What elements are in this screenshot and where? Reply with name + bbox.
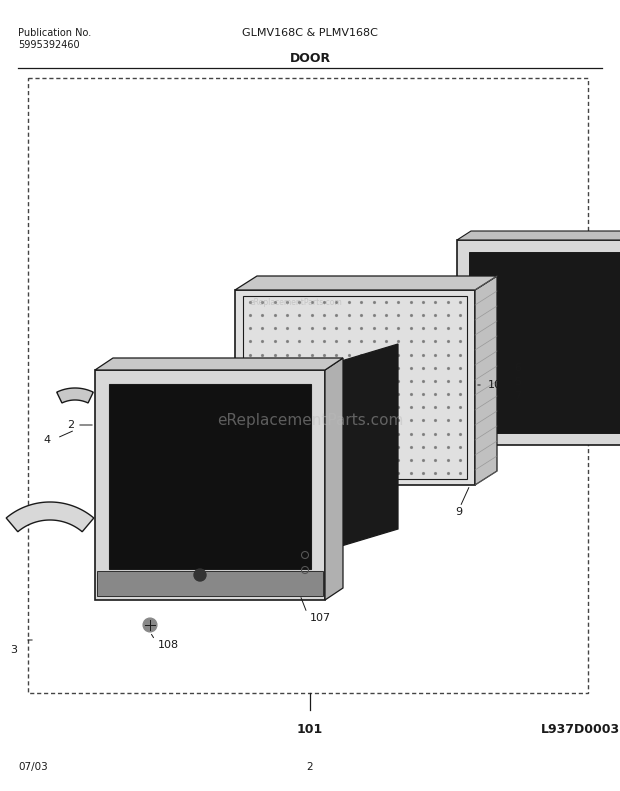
Text: 107: 107 [310,613,331,623]
Polygon shape [265,280,475,470]
Polygon shape [235,290,475,485]
Text: eReplacementParts.com: eReplacementParts.com [250,298,343,307]
Text: 108: 108 [158,640,179,650]
Polygon shape [109,384,311,569]
Polygon shape [457,240,620,445]
Text: GLMV168C & PLMV168C: GLMV168C & PLMV168C [242,28,378,38]
Text: DOOR: DOOR [290,52,330,65]
Text: Publication No.: Publication No. [18,28,91,38]
Polygon shape [6,502,94,532]
Text: 6: 6 [514,363,521,373]
Polygon shape [235,276,497,290]
Polygon shape [97,571,323,596]
Bar [28,78,588,693]
Polygon shape [95,358,343,370]
Polygon shape [469,252,620,433]
Circle shape [194,569,206,581]
Polygon shape [95,370,325,600]
Polygon shape [338,344,398,547]
Text: 9: 9 [455,507,462,517]
Text: 07/03: 07/03 [18,762,48,772]
Circle shape [143,618,157,632]
Polygon shape [457,231,620,240]
Text: L937D0003: L937D0003 [541,723,619,736]
Text: 2: 2 [307,762,313,772]
Text: 4: 4 [43,435,50,445]
Text: 10: 10 [488,380,502,390]
Text: 2: 2 [67,420,74,430]
Text: 5995392460: 5995392460 [18,40,79,50]
Text: eReplacementParts.com: eReplacementParts.com [217,412,403,427]
Text: 3: 3 [10,645,17,655]
Polygon shape [475,276,497,485]
Text: 101: 101 [297,723,323,736]
Polygon shape [325,358,343,600]
Polygon shape [57,388,93,403]
Text: 7: 7 [514,391,521,401]
Text: 5: 5 [514,377,521,387]
